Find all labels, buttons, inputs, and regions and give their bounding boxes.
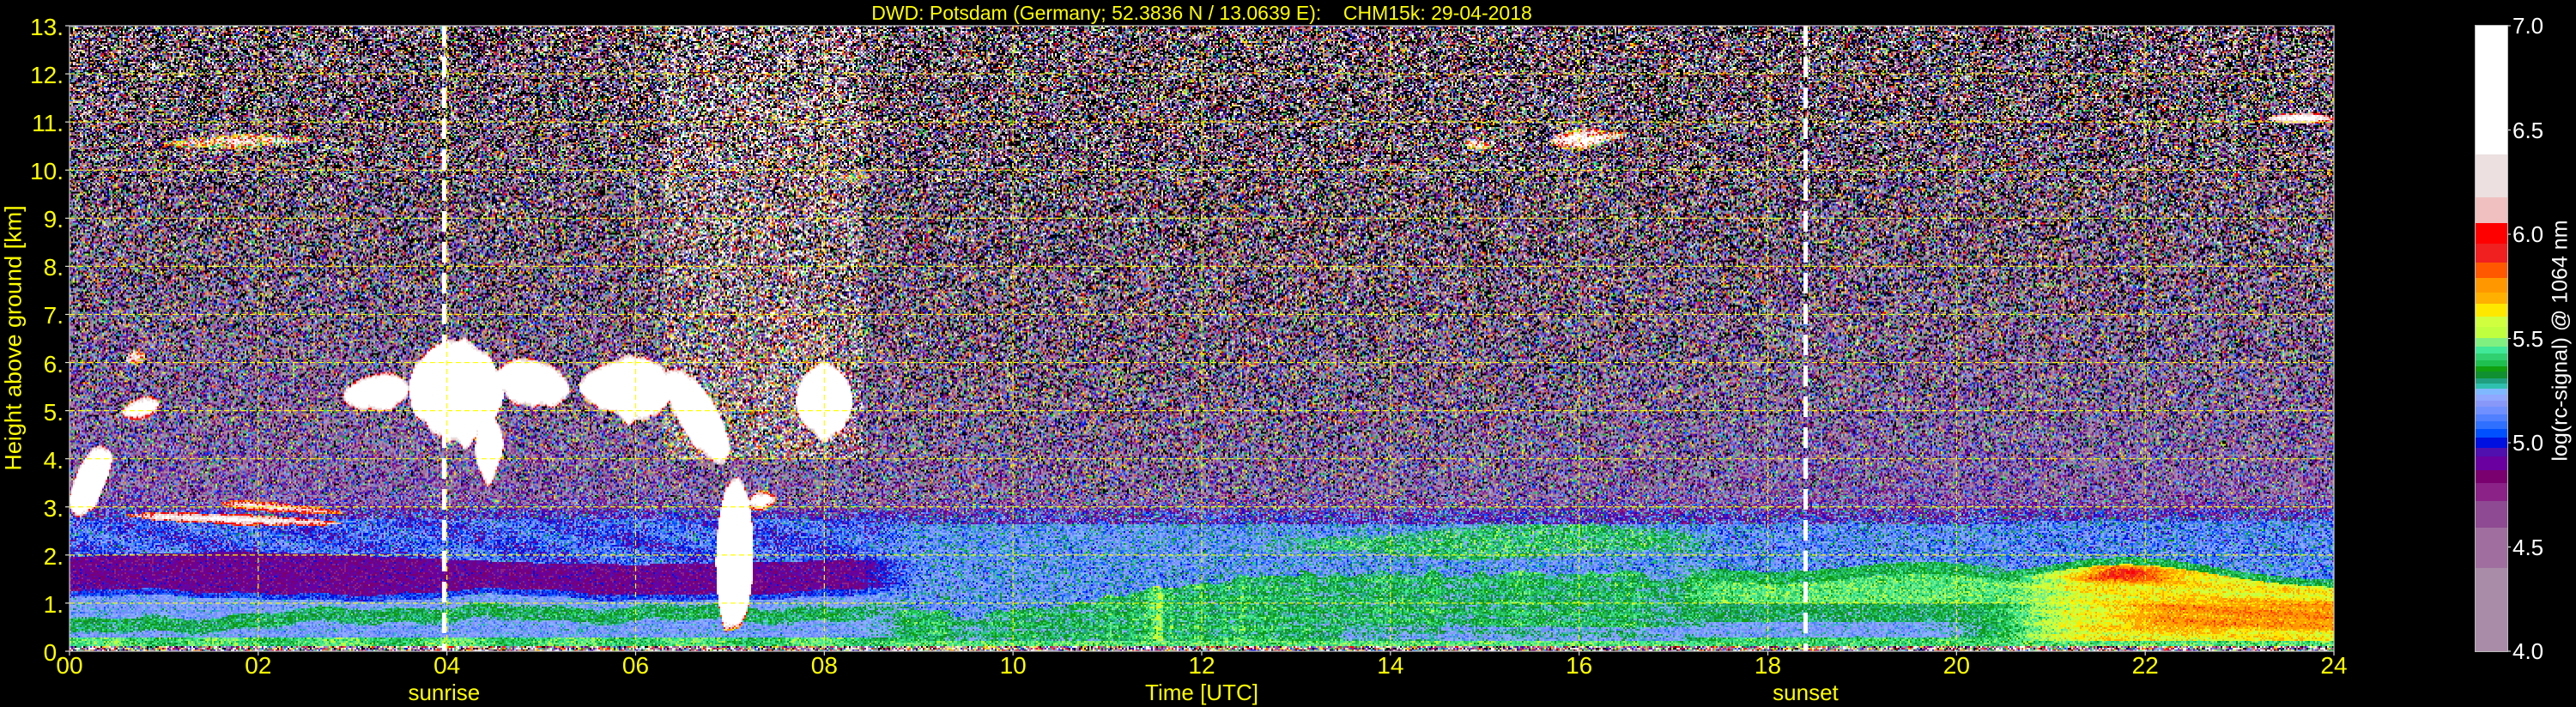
colorbar-label: log(rc-signal) @ 1064 nm (2550, 220, 2572, 461)
colorbar-segment (2476, 482, 2507, 500)
colorbar (2476, 26, 2507, 651)
colorbar-segment (2476, 414, 2507, 421)
colorbar-segment (2476, 366, 2507, 372)
y-tick-label: 12. (30, 63, 64, 88)
y-tick-label: 7. (44, 304, 64, 328)
x-tick-label: 12 (1188, 654, 1215, 678)
colorbar-segment (2476, 338, 2507, 347)
colorbar-tick-label: 6.0 (2512, 223, 2543, 245)
plot-overlay (0, 0, 2576, 707)
colorbar-segment (2476, 394, 2507, 401)
x-tick-label: 08 (811, 654, 838, 678)
colorbar-segment (2476, 447, 2507, 456)
y-axis-label: Height above ground [km] (3, 205, 26, 470)
colorbar-segment (2476, 429, 2507, 438)
colorbar-segment (2476, 263, 2507, 278)
y-tick-label: 4. (44, 449, 64, 473)
colorbar-segment (2476, 420, 2507, 429)
colorbar-segment (2476, 384, 2507, 390)
y-tick-label: 5. (44, 401, 64, 425)
x-tick-label: 14 (1377, 654, 1403, 678)
x-tick-label: 18 (1755, 654, 1781, 678)
colorbar-segment (2476, 326, 2507, 338)
x-tick-label: 10 (1000, 654, 1027, 678)
colorbar-segment (2476, 389, 2507, 395)
colorbar-tick-label: 4.5 (2512, 536, 2543, 559)
y-tick-label: 0. (44, 641, 64, 665)
colorbar-segment (2476, 304, 2507, 317)
colorbar-segment (2476, 527, 2507, 568)
y-tick-label: 3. (44, 497, 64, 521)
x-tick-label: 04 (433, 654, 460, 678)
colorbar-segment (2476, 437, 2507, 447)
sunrise-label: sunrise (408, 681, 480, 704)
colorbar-segment (2476, 378, 2507, 384)
colorbar-tick-label: 6.5 (2512, 119, 2543, 142)
y-tick-label: 6. (44, 353, 64, 377)
x-tick-label: 02 (245, 654, 271, 678)
colorbar-segment (2476, 26, 2507, 154)
sunset-label: sunset (1773, 681, 1839, 704)
x-tick-label: 24 (2320, 654, 2347, 678)
x-tick-label: 16 (1566, 654, 1592, 678)
x-tick-label: 22 (2132, 654, 2159, 678)
colorbar-segment (2476, 244, 2507, 263)
x-tick-label: 06 (622, 654, 649, 678)
colorbar-segment (2476, 278, 2507, 293)
y-tick-label: 11. (32, 112, 64, 136)
colorbar-segment (2476, 317, 2507, 327)
y-tick-label: 9. (44, 208, 64, 232)
colorbar-segment (2476, 346, 2507, 354)
colorbar-tick-label: 4.0 (2512, 640, 2543, 662)
y-tick-label: 8. (44, 256, 64, 280)
colorbar-segment (2476, 407, 2507, 414)
y-tick-label: 13. (30, 15, 64, 39)
y-tick-label: 10. (30, 160, 64, 184)
colorbar-segment (2476, 196, 2507, 223)
colorbar-tick-label: 7.0 (2512, 15, 2543, 37)
colorbar-segment (2476, 372, 2507, 378)
colorbar-segment (2476, 568, 2507, 652)
colorbar-segment (2476, 360, 2507, 366)
colorbar-segment (2476, 400, 2507, 407)
colorbar-segment (2476, 469, 2507, 482)
x-tick-label: 20 (1943, 654, 1970, 678)
colorbar-segment (2476, 354, 2507, 360)
y-tick-label: 1. (44, 593, 64, 617)
colorbar-segment (2476, 154, 2507, 197)
x-axis-label: Time [UTC] (1145, 681, 1258, 704)
colorbar-segment (2476, 500, 2507, 528)
colorbar-tick-label: 5.5 (2512, 328, 2543, 350)
colorbar-segment (2476, 456, 2507, 470)
colorbar-segment (2476, 292, 2507, 304)
colorbar-tick-label: 5.0 (2512, 432, 2543, 454)
y-tick-label: 2. (44, 545, 64, 569)
colorbar-segment (2476, 222, 2507, 244)
